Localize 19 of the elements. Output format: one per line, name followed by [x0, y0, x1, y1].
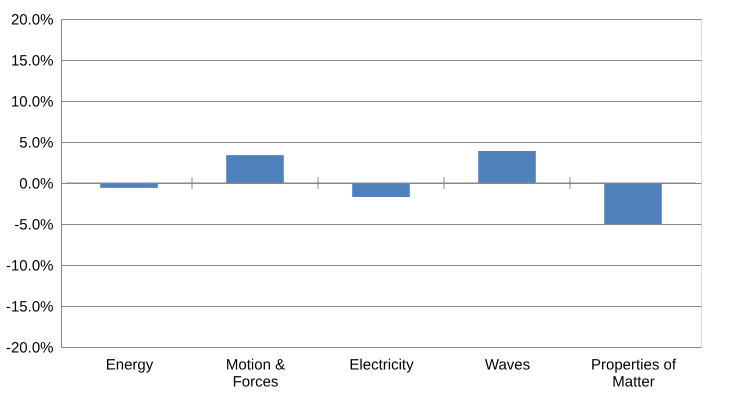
- x-tick-label: Waves: [484, 356, 530, 374]
- bar: [478, 151, 536, 183]
- y-tick-label: -5.0%: [14, 216, 54, 234]
- x-tick-label: Properties of Matter: [590, 356, 677, 390]
- y-tick-label: -20.0%: [6, 340, 54, 356]
- y-tick-label: -10.0%: [6, 258, 54, 274]
- x-tick-label: Energy: [106, 356, 154, 374]
- y-tick-label: 20.0%: [10, 12, 54, 28]
- y-tick-label: 10.0%: [10, 94, 54, 110]
- y-tick-label: 5.0%: [19, 134, 54, 152]
- bar: [226, 155, 284, 183]
- x-tick-label: Motion & Forces: [226, 356, 286, 390]
- y-tick-label: -15.0%: [6, 298, 54, 316]
- x-tick-label: Electricity: [349, 356, 414, 374]
- y-tick-label: 15.0%: [10, 52, 54, 70]
- bar: [100, 183, 158, 188]
- bar: [604, 183, 662, 224]
- y-tick-label: 0.0%: [19, 176, 54, 192]
- bar: [352, 183, 410, 197]
